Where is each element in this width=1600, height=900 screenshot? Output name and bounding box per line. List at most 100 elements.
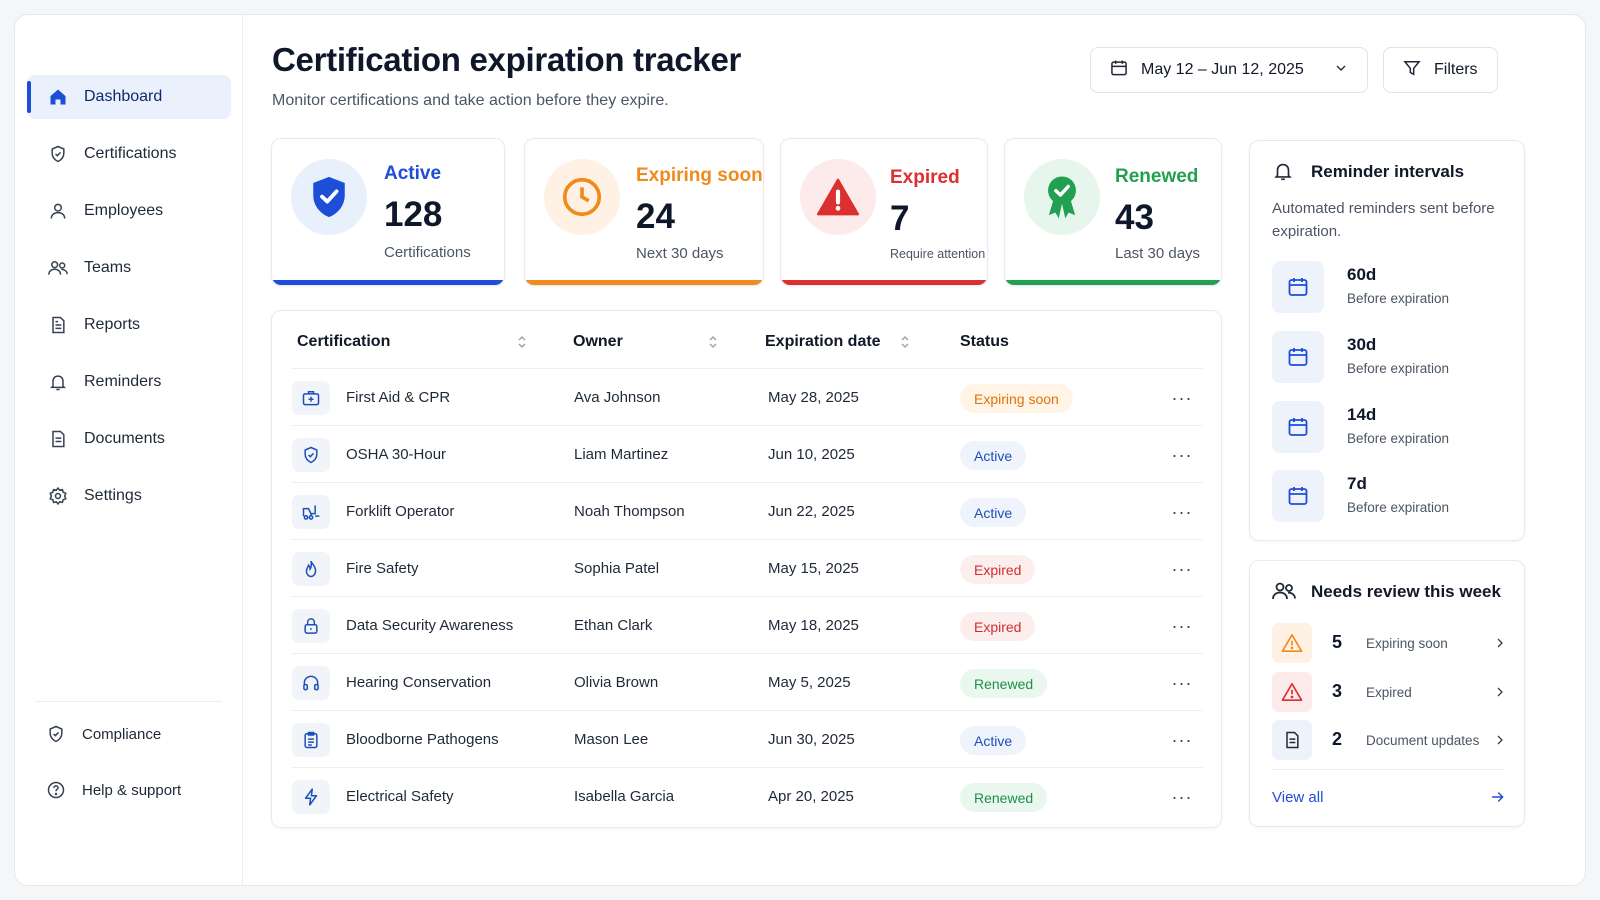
- table-row[interactable]: Electrical Safety Isabella Garcia Apr 20…: [292, 768, 1203, 825]
- status-badge: Active: [960, 726, 1027, 755]
- review-label: Expired: [1366, 685, 1412, 700]
- filters-label: Filters: [1434, 61, 1478, 78]
- app-window: Dashboard Certifications Employees Teams: [14, 14, 1586, 886]
- sidebar-item-settings[interactable]: Settings: [27, 474, 231, 518]
- cert-owner: Ethan Clark: [574, 617, 653, 634]
- table-row[interactable]: Forklift Operator Noah Thompson Jun 22, …: [292, 483, 1203, 540]
- reminder-text: Before expiration: [1347, 500, 1450, 515]
- column-header-owner[interactable]: Owner: [573, 333, 623, 350]
- status-badge: Expiring soon: [960, 384, 1073, 413]
- reminder-days: 7d: [1347, 474, 1367, 493]
- table-row[interactable]: Data Security Awareness Ethan Clark May …: [292, 597, 1203, 654]
- certifications-table: Certification Owner Expiration date Stat…: [271, 310, 1222, 828]
- award-ribbon-icon: [1024, 159, 1100, 235]
- stat-accent-bar: [1005, 280, 1221, 285]
- more-actions-icon[interactable]: ···: [1171, 672, 1193, 693]
- sidebar-item-reports[interactable]: Reports: [27, 303, 231, 347]
- users-icon: [47, 257, 69, 279]
- sidebar-item-compliance[interactable]: Compliance: [27, 712, 231, 756]
- users-icon: [1271, 579, 1297, 608]
- stat-caption: Last 30 days: [1115, 245, 1201, 262]
- stat-accent-bar: [781, 280, 987, 285]
- chevron-right-icon: [1497, 687, 1503, 697]
- sort-icon[interactable]: [900, 334, 910, 350]
- date-range-picker[interactable]: May 12 – Jun 12, 2025: [1090, 47, 1368, 93]
- table-row[interactable]: First Aid & CPR Ava Johnson May 28, 2025…: [292, 369, 1203, 426]
- more-actions-icon[interactable]: ···: [1171, 387, 1193, 408]
- reminder-text: Before expiration: [1347, 361, 1450, 376]
- document-icon: [47, 428, 69, 450]
- warning-icon: [1272, 623, 1312, 663]
- sidebar-item-dashboard[interactable]: Dashboard: [27, 75, 231, 119]
- more-actions-icon[interactable]: ···: [1171, 558, 1193, 579]
- status-badge: Active: [960, 498, 1027, 527]
- review-count: 2: [1332, 729, 1343, 749]
- sort-icon[interactable]: [708, 334, 718, 350]
- review-count: 3: [1332, 681, 1343, 701]
- column-header-expiration[interactable]: Expiration date: [765, 333, 881, 350]
- cert-name: Hearing Conservation: [346, 674, 492, 691]
- bell-icon: [1272, 160, 1294, 187]
- review-label: Document updates: [1366, 733, 1480, 748]
- cert-name: Electrical Safety: [346, 788, 454, 805]
- panel-description: Automated reminders sent before expirati…: [1272, 200, 1495, 240]
- sidebar-item-certifications[interactable]: Certifications: [27, 132, 231, 176]
- home-icon: [47, 86, 69, 108]
- more-actions-icon[interactable]: ···: [1171, 444, 1193, 465]
- cert-expiration-date: May 18, 2025: [768, 617, 859, 634]
- arrow-right-icon[interactable]: [1490, 789, 1506, 810]
- needs-review-panel: Needs review this week 5 Expiring soon 3…: [1249, 560, 1525, 827]
- view-all-link[interactable]: View all: [1272, 789, 1324, 806]
- sidebar-item-employees[interactable]: Employees: [27, 189, 231, 233]
- cert-owner: Sophia Patel: [574, 560, 660, 577]
- cert-owner: Mason Lee: [574, 731, 649, 748]
- stat-caption: Next 30 days: [636, 245, 724, 262]
- cert-owner: Ava Johnson: [574, 389, 661, 406]
- more-actions-icon[interactable]: ···: [1171, 615, 1193, 636]
- sidebar-item-label: Reports: [84, 316, 141, 333]
- filters-button[interactable]: Filters: [1383, 47, 1498, 93]
- review-item-expired[interactable]: 3 Expired: [1272, 672, 1508, 712]
- clipboard-icon: [292, 723, 330, 757]
- review-item-expiring[interactable]: 5 Expiring soon: [1272, 623, 1508, 663]
- table-row[interactable]: Fire Safety Sophia Patel May 15, 2025 Ex…: [292, 540, 1203, 597]
- stat-value: 43: [1115, 198, 1154, 237]
- warning-icon: [800, 159, 876, 235]
- stat-accent-bar: [272, 280, 504, 285]
- table-row[interactable]: Hearing Conservation Olivia Brown May 5,…: [292, 654, 1203, 711]
- stat-card-active[interactable]: Active 128 Certifications: [271, 138, 505, 286]
- calendar-icon: [1109, 58, 1129, 83]
- panel-title: Reminder intervals: [1311, 162, 1465, 181]
- stat-card-expired[interactable]: Expired 7 Require attention: [780, 138, 988, 286]
- sidebar-item-help[interactable]: Help & support: [27, 768, 231, 812]
- stat-accent-bar: [525, 280, 763, 285]
- stat-card-renewed[interactable]: Renewed 43 Last 30 days: [1004, 138, 1222, 286]
- first-aid-kit-icon: [292, 381, 330, 415]
- column-header-certification[interactable]: Certification: [297, 333, 391, 350]
- sidebar-item-teams[interactable]: Teams: [27, 246, 231, 290]
- document-icon: [1272, 720, 1312, 760]
- more-actions-icon[interactable]: ···: [1171, 786, 1193, 807]
- table-row[interactable]: OSHA 30-Hour Liam Martinez Jun 10, 2025 …: [292, 426, 1203, 483]
- calendar-icon: [1272, 331, 1324, 383]
- cert-expiration-date: Jun 22, 2025: [768, 503, 855, 520]
- table-row[interactable]: Bloodborne Pathogens Mason Lee Jun 30, 2…: [292, 711, 1203, 768]
- cert-name: Forklift Operator: [346, 503, 455, 520]
- sidebar-item-documents[interactable]: Documents: [27, 417, 231, 461]
- panel-title: Needs review this week: [1311, 582, 1501, 601]
- review-item-documents[interactable]: 2 Document updates: [1272, 720, 1508, 760]
- sidebar-item-reminders[interactable]: Reminders: [27, 360, 231, 404]
- headphones-icon: [292, 666, 330, 700]
- sort-icon[interactable]: [517, 334, 527, 350]
- cert-name: OSHA 30-Hour: [346, 446, 447, 463]
- date-range-label: May 12 – Jun 12, 2025: [1141, 61, 1304, 78]
- stat-value: 7: [890, 199, 910, 238]
- stat-card-expiring[interactable]: Expiring soon 24 Next 30 days: [524, 138, 764, 286]
- status-badge: Renewed: [960, 783, 1048, 812]
- sidebar-nav: Dashboard Certifications Employees Teams: [27, 75, 231, 531]
- more-actions-icon[interactable]: ···: [1171, 729, 1193, 750]
- cert-name: Data Security Awareness: [346, 617, 514, 634]
- more-actions-icon[interactable]: ···: [1171, 501, 1193, 522]
- cert-owner: Noah Thompson: [574, 503, 685, 520]
- bell-icon: [47, 371, 69, 393]
